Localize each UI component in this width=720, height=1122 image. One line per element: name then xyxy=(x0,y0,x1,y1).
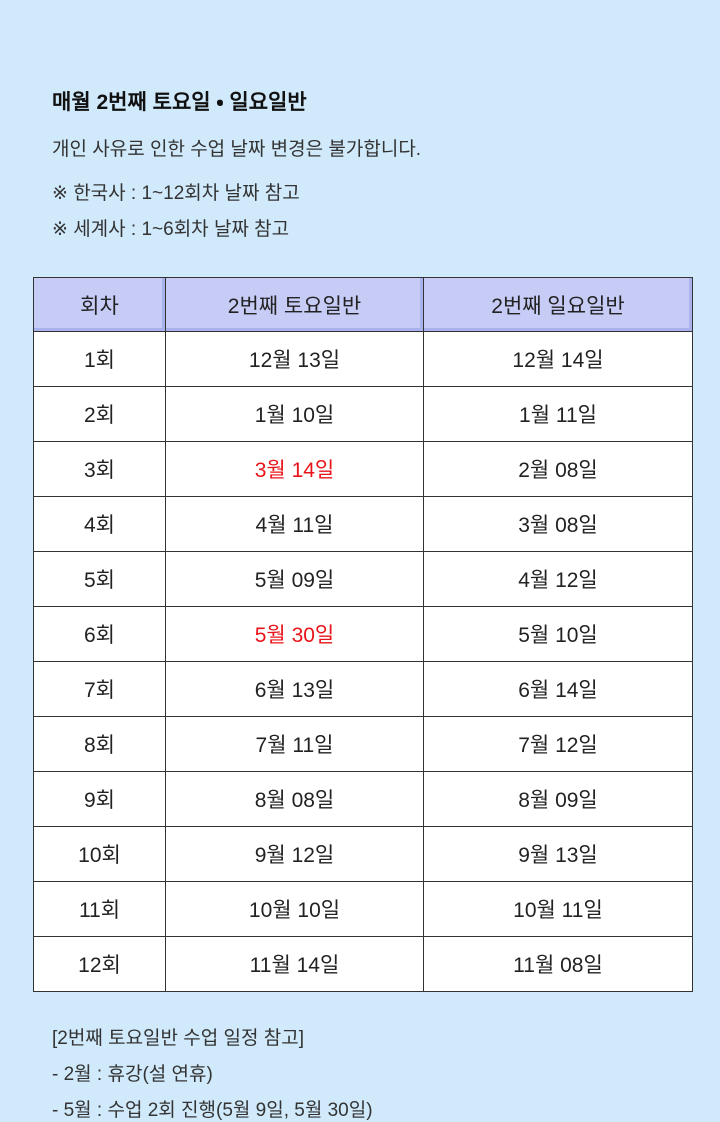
table-row: 9회 8월 08일 8월 09일 xyxy=(33,771,693,827)
table-cell: 9월 13일 xyxy=(423,826,693,882)
table-body: 1회 12월 13일 12월 14일 2회 1월 10일 1월 11일 3회 3월 14일 2월… xyxy=(33,331,693,992)
table-row: 6회 5월 30일 5월 10일 xyxy=(33,606,693,662)
note: ※ 한국사 : 1~12회차 날짜 참고 xyxy=(52,183,300,204)
table-cell: 5월 10일 xyxy=(423,606,693,662)
table-cell: 11회 xyxy=(33,881,166,937)
table-row: 10회 9월 12일 9월 13일 xyxy=(33,826,693,882)
table-cell: 9회 xyxy=(33,771,166,827)
table-cell: 8월 08일 xyxy=(165,771,424,827)
description: 개인 사유로 인한 수업 날짜 변경은 불가합니다. xyxy=(52,139,422,160)
table-cell: 4회 xyxy=(33,496,166,552)
table-cell: 5월 30일 xyxy=(165,606,424,662)
table-cell: 7월 12일 xyxy=(423,716,693,772)
table-row: 3회 3월 14일 2월 08일 xyxy=(33,441,693,497)
table-cell: 8회 xyxy=(33,716,166,772)
title: 매월 2번째 토요일 ・ 일요일반 xyxy=(52,91,307,114)
column-header: 2번째 일요일반 xyxy=(423,277,693,332)
table-cell: 4월 11일 xyxy=(165,496,424,552)
table-cell: 2회 xyxy=(33,386,166,442)
table-cell: 5회 xyxy=(33,551,166,607)
table-cell: 11월 14일 xyxy=(165,936,424,992)
table-cell: 10월 11일 xyxy=(423,881,693,937)
table-cell: 4월 12일 xyxy=(423,551,693,607)
table-cell: 9월 12일 xyxy=(165,826,424,882)
table-row: 2회 1월 10일 1월 11일 xyxy=(33,386,693,442)
table-cell: 8월 09일 xyxy=(423,771,693,827)
table-cell: 6월 13일 xyxy=(165,661,424,717)
table-cell: 12회 xyxy=(33,936,166,992)
table-cell: 10월 10일 xyxy=(165,881,424,937)
table-cell: 7회 xyxy=(33,661,166,717)
table-row: 12회 11월 14일 11월 08일 xyxy=(33,936,693,992)
table-cell: 1회 xyxy=(33,331,166,387)
table-cell: 6월 14일 xyxy=(423,661,693,717)
table-cell: 6회 xyxy=(33,606,166,662)
table-cell: 2월 08일 xyxy=(423,441,693,497)
table-cell: 1월 11일 xyxy=(423,386,693,442)
table-cell: 7월 11일 xyxy=(165,716,424,772)
table-row: 11회 10월 10일 10월 11일 xyxy=(33,881,693,937)
table-cell: 3회 xyxy=(33,441,166,497)
footer-line: - 2월 : 휴강(설 연휴) xyxy=(52,1064,213,1085)
table-cell: 12월 14일 xyxy=(423,331,693,387)
table-row: 7회 6월 13일 6월 14일 xyxy=(33,661,693,717)
table-cell: 3월 14일 xyxy=(165,441,424,497)
table-row: 4회 4월 11일 3월 08일 xyxy=(33,496,693,552)
column-header: 2번째 토요일반 xyxy=(165,277,424,332)
table-cell: 10회 xyxy=(33,826,166,882)
note: ※ 세계사 : 1~6회차 날짜 참고 xyxy=(52,219,290,240)
table-cell: 5월 09일 xyxy=(165,551,424,607)
header-row: 회차 2번째 토요일반 2번째 일요일반 xyxy=(33,277,693,332)
column-header: 회차 xyxy=(33,277,166,332)
table-cell: 12월 13일 xyxy=(165,331,424,387)
table-row: 5회 5월 09일 4월 12일 xyxy=(33,551,693,607)
footer-line: - 5월 : 수업 2회 진행(5월 9일, 5월 30일) xyxy=(52,1100,373,1121)
table-cell: 1월 10일 xyxy=(165,386,424,442)
table-row: 8회 7월 11일 7월 12일 xyxy=(33,716,693,772)
table-row: 1회 12월 13일 12월 14일 xyxy=(33,331,693,387)
footer-line: [2번째 토요일반 수업 일정 참고] xyxy=(52,1028,305,1049)
schedule-table: 회차 2번째 토요일반 2번째 일요일반 1회 12월 13일 12월 14일 2회 1월 … xyxy=(33,277,693,992)
table-cell: 11월 08일 xyxy=(423,936,693,992)
table-cell: 3월 08일 xyxy=(423,496,693,552)
